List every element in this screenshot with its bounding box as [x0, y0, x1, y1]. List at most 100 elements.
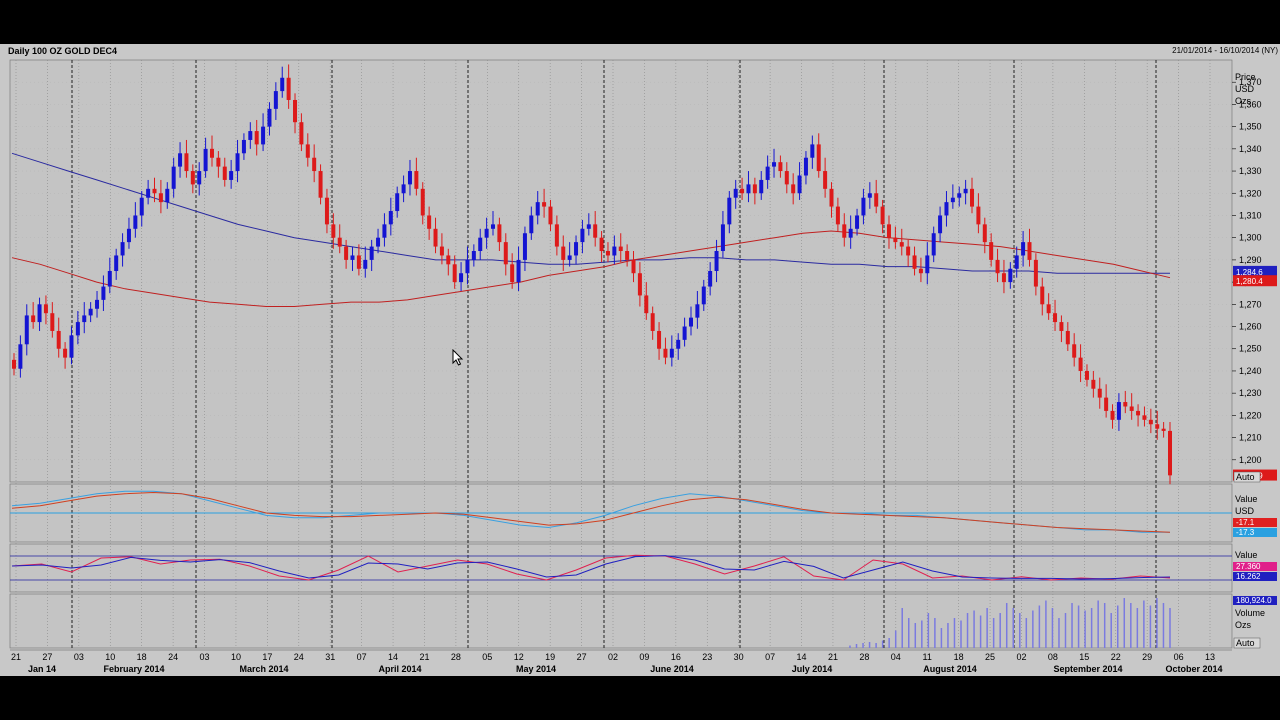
candle	[114, 255, 119, 271]
osc2-label: 16.262	[1236, 572, 1261, 581]
candle	[982, 224, 987, 243]
x-tick-label: 28	[451, 652, 461, 662]
candle	[388, 211, 393, 225]
x-tick-label: 16	[671, 652, 681, 662]
x-month-label: May 2014	[516, 664, 556, 674]
candle	[350, 255, 355, 260]
y-tick-label: 1,350	[1239, 122, 1262, 132]
x-tick-label: 22	[1111, 652, 1121, 662]
candle	[331, 224, 336, 238]
price-label: 1,280.4	[1236, 277, 1263, 286]
candle	[139, 197, 144, 216]
x-tick-label: 06	[1174, 652, 1184, 662]
candle	[1129, 406, 1134, 411]
price-axis-header: Price	[1235, 72, 1256, 82]
candle	[1155, 424, 1160, 429]
osc1-label: -17.3	[1236, 528, 1255, 537]
candle	[867, 193, 872, 198]
candle	[216, 157, 221, 167]
candle	[395, 193, 400, 212]
x-month-label: Jan 14	[28, 664, 56, 674]
candle	[637, 273, 642, 296]
candle	[420, 188, 425, 216]
candle	[912, 255, 917, 269]
candle	[63, 348, 68, 358]
candle	[158, 193, 163, 203]
chart-window[interactable]: 1,200 1,210 1,220 1,230 1,240 1,250 1,260 1,270…	[0, 44, 1280, 676]
candle	[586, 224, 591, 229]
x-tick-label: 17	[262, 652, 272, 662]
x-tick-label: 14	[797, 652, 807, 662]
candle	[605, 251, 610, 256]
candle	[1148, 419, 1153, 425]
candle	[574, 242, 579, 256]
candle	[906, 246, 911, 256]
y-tick-label: 1,300	[1239, 233, 1262, 243]
x-tick-label: 28	[859, 652, 869, 662]
candle	[229, 171, 234, 180]
candle	[37, 304, 42, 323]
osc1-axis-header: Value	[1235, 494, 1257, 504]
candle	[152, 188, 157, 194]
candle	[746, 184, 751, 194]
candle	[503, 242, 508, 265]
candle	[676, 339, 681, 349]
volume-label-box	[1233, 596, 1277, 605]
candle	[791, 184, 796, 194]
candle	[644, 295, 649, 314]
candle	[459, 273, 464, 283]
candle	[146, 188, 151, 198]
candle	[516, 259, 521, 283]
x-tick-label: 21	[419, 652, 429, 662]
x-tick-label: 10	[231, 652, 241, 662]
candle	[337, 237, 342, 247]
candle	[950, 197, 955, 203]
candle	[797, 175, 802, 194]
candle	[452, 264, 457, 283]
candle	[491, 224, 496, 229]
candle	[254, 131, 259, 145]
candle	[625, 251, 630, 260]
candle	[663, 348, 668, 358]
candle	[82, 315, 87, 323]
candle	[261, 126, 266, 145]
candle	[510, 264, 515, 283]
candle	[963, 188, 968, 194]
volume-axis-header: Ozs	[1235, 620, 1252, 630]
candle	[178, 153, 183, 167]
candle	[931, 233, 936, 256]
candle	[126, 228, 131, 243]
candle	[848, 228, 853, 238]
chart-canvas[interactable]: 1,200 1,210 1,220 1,230 1,240 1,250 1,260 1,270…	[0, 44, 1280, 676]
candle	[886, 224, 891, 238]
x-tick-label: 29	[1142, 652, 1152, 662]
candle	[682, 326, 687, 340]
candle	[522, 233, 527, 260]
y-tick-label: 1,370	[1239, 77, 1262, 87]
candle	[925, 255, 930, 274]
candle	[1040, 286, 1045, 305]
x-tick-label: 11	[923, 652, 932, 662]
x-tick-label: 19	[545, 652, 555, 662]
x-tick-label: 18	[137, 652, 147, 662]
candle	[938, 215, 943, 234]
candle	[363, 259, 368, 269]
x-tick-label: 31	[325, 652, 335, 662]
x-tick-label: 03	[200, 652, 210, 662]
candle	[688, 317, 693, 327]
x-tick-label: 27	[42, 652, 52, 662]
candle	[810, 144, 815, 158]
y-tick-label: 1,310	[1239, 210, 1262, 220]
candle	[190, 171, 195, 185]
candle	[1110, 410, 1115, 420]
x-tick-label: 02	[1016, 652, 1026, 662]
candle	[401, 184, 406, 194]
osc2-label-box	[1233, 562, 1277, 571]
x-tick-label: 04	[891, 652, 901, 662]
candle	[305, 144, 310, 158]
candle	[465, 259, 470, 274]
candle	[835, 206, 840, 225]
x-tick-label: 14	[388, 652, 398, 662]
candle	[376, 237, 381, 247]
candle	[312, 157, 317, 172]
